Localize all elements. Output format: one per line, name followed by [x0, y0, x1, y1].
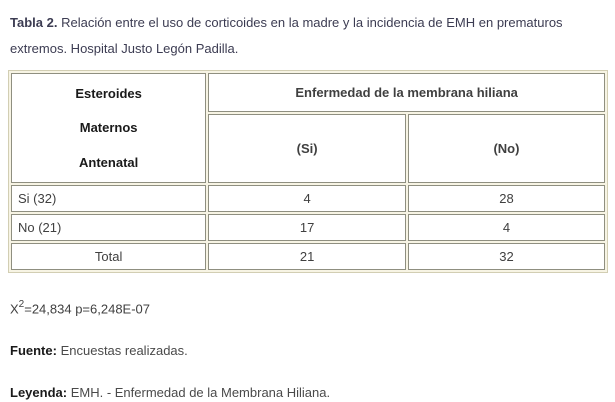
sub-header-no: (No) [407, 114, 605, 183]
cell-value: 4 [407, 214, 605, 241]
cell-value: 4 [208, 185, 406, 212]
table-caption: Tabla 2. Relación entre el uso de cortic… [10, 10, 605, 62]
legend-label: Leyenda: [10, 385, 68, 401]
sub-header-si: (Si) [208, 114, 406, 183]
table-caption-label: Tabla 2. [10, 15, 58, 30]
table-row: No (21) 17 4 [11, 214, 605, 241]
row-header-line-2: Maternos [79, 120, 138, 136]
chi-square-values: =24,834 p=6,248E-07 [24, 301, 151, 317]
table-row: Si (32) 4 28 [11, 185, 605, 212]
row-header-stack: Esteroides Maternos Antenatal [18, 76, 199, 180]
table-caption-text: Relación entre el uso de corticoides en … [10, 15, 563, 56]
chi-square-stats: X2=24,834 p=6,248E-07 [10, 299, 605, 317]
row-label-total: Total [11, 243, 207, 270]
cell-value: 21 [208, 243, 406, 270]
cell-value: 32 [407, 243, 605, 270]
row-header-line-1: Esteroides [75, 85, 142, 101]
row-label: No (21) [11, 214, 207, 241]
legend-note: Leyenda: EMH. - Enfermedad de la Membran… [10, 385, 605, 400]
chi-square-base: X [10, 301, 19, 317]
legend-text: EMH. - Enfermedad de la Membrana Hiliana… [70, 385, 331, 401]
chi-square-exponent: 2 [18, 299, 25, 310]
row-label: Si (32) [11, 185, 207, 212]
row-header-cell: Esteroides Maternos Antenatal [11, 73, 207, 183]
source-label: Fuente: [10, 343, 57, 359]
table-header-row-2: (Si) (No) [11, 114, 605, 183]
row-header-line-3: Antenatal [79, 155, 139, 171]
source-note: Fuente: Encuestas realizadas. [10, 343, 605, 358]
table-row-total: Total 21 32 [11, 243, 605, 270]
cell-value: 28 [407, 185, 605, 212]
group-header-cell: Enfermedad de la membrana hiliana [208, 73, 605, 113]
source-text: Encuestas realizadas. [60, 343, 188, 359]
table-header-row-1: Esteroides Maternos Antenatal Enfermedad… [11, 73, 605, 183]
contingency-table: Esteroides Maternos Antenatal Enfermedad… [8, 70, 608, 273]
cell-value: 17 [208, 214, 406, 241]
